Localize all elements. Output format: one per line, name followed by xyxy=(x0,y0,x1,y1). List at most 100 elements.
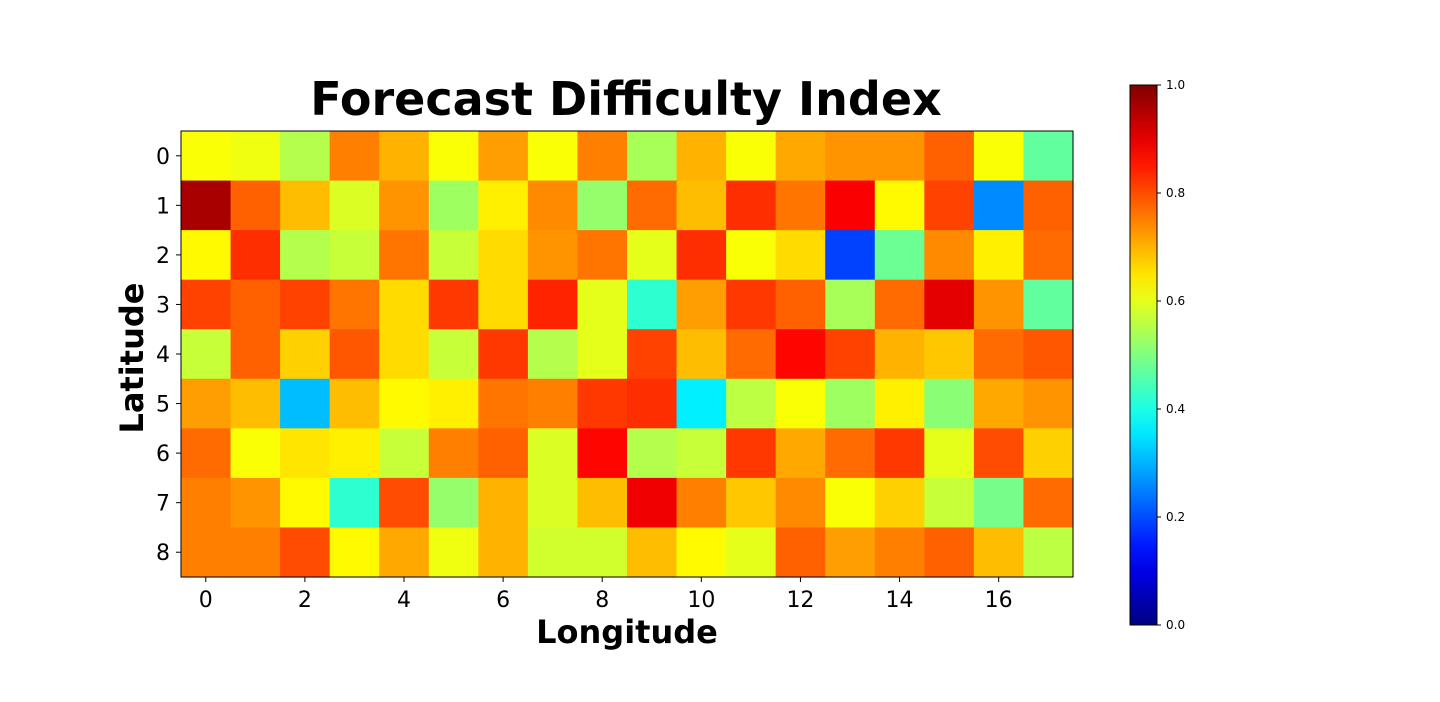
heatmap-cell xyxy=(924,230,975,281)
heatmap-cell xyxy=(478,279,529,330)
heatmap-cell xyxy=(181,428,232,479)
heatmap-cell xyxy=(775,527,826,578)
heatmap-cell xyxy=(577,279,628,330)
heatmap-cell xyxy=(1023,180,1074,231)
y-axis-ticks: 0 1 2 3 4 5 6 7 8 xyxy=(156,145,181,566)
heatmap-cell xyxy=(230,527,281,578)
heatmap-cell xyxy=(726,279,777,330)
heatmap-cell xyxy=(577,329,628,380)
heatmap-cell xyxy=(329,131,380,182)
heatmap-cell xyxy=(527,378,579,429)
heatmap-cell xyxy=(230,477,281,529)
heatmap-cell xyxy=(825,230,876,281)
heatmap-cell xyxy=(973,527,1025,578)
heatmap-cell xyxy=(627,279,678,330)
heatmap-cell xyxy=(527,279,579,330)
heatmap-cell xyxy=(676,329,727,380)
x-tick-label: 8 xyxy=(595,588,609,613)
x-tick-label: 0 xyxy=(199,588,213,613)
heatmap-cell xyxy=(478,230,529,281)
heatmap-cell xyxy=(181,378,232,429)
heatmap-cell xyxy=(181,329,232,380)
heatmap-cell xyxy=(280,180,331,231)
heatmap-cell xyxy=(280,378,331,429)
x-tick-label: 16 xyxy=(985,588,1013,613)
heatmap-cell xyxy=(726,527,777,578)
heatmap-cell xyxy=(726,131,777,182)
colorbar-ticks: 0.0 0.2 0.4 0.6 0.8 1.0 xyxy=(1157,78,1185,632)
heatmap-cell xyxy=(676,180,727,231)
heatmap-cell xyxy=(924,329,975,380)
y-tick-label: 4 xyxy=(156,343,170,368)
heatmap-cell xyxy=(627,428,678,479)
heatmap-cell xyxy=(280,428,331,479)
heatmap-cell xyxy=(379,477,430,529)
heatmap-cell xyxy=(527,230,579,281)
heatmap-cell xyxy=(874,230,925,281)
heatmap-cell xyxy=(1023,428,1074,479)
heatmap-cell xyxy=(280,131,331,182)
x-tick-label: 2 xyxy=(298,588,312,613)
x-tick-label: 12 xyxy=(786,588,814,613)
heatmap-cell xyxy=(230,428,281,479)
heatmap-cell xyxy=(825,279,876,330)
heatmap-cell xyxy=(230,329,281,380)
heatmap-cell xyxy=(676,527,727,578)
heatmap-cell xyxy=(775,279,826,330)
heatmap-cell xyxy=(478,477,529,529)
heatmap-cell xyxy=(1023,329,1074,380)
colorbar-tick-label: 0.6 xyxy=(1166,294,1185,308)
heatmap-cell xyxy=(627,477,678,529)
y-tick-label: 8 xyxy=(156,541,170,566)
heatmap-cell xyxy=(973,131,1025,182)
heatmap-cell xyxy=(577,230,628,281)
heatmap-cell xyxy=(527,428,579,479)
colorbar-tick-label: 1.0 xyxy=(1166,78,1185,92)
heatmap-cell xyxy=(1023,279,1074,330)
heatmap-cell xyxy=(230,131,281,182)
heatmap-cell xyxy=(329,230,380,281)
heatmap-cell xyxy=(627,180,678,231)
heatmap-cell xyxy=(726,180,777,231)
heatmap-cell xyxy=(329,329,380,380)
heatmap-cell xyxy=(825,477,876,529)
heatmap-cell xyxy=(329,180,380,231)
heatmap-cell xyxy=(825,527,876,578)
heatmap-cell xyxy=(627,230,678,281)
heatmap-cell xyxy=(1023,131,1074,182)
heatmap-cell xyxy=(676,131,727,182)
heatmap-cell xyxy=(726,378,777,429)
colorbar-tick-label: 0.2 xyxy=(1166,510,1185,524)
heatmap-cell xyxy=(825,428,876,479)
heatmap-cell xyxy=(973,477,1025,529)
heatmap-cell xyxy=(428,428,479,479)
heatmap-cell xyxy=(428,279,479,330)
heatmap-cell xyxy=(973,279,1025,330)
heatmap-cell xyxy=(379,180,430,231)
heatmap-cell xyxy=(379,378,430,429)
heatmap-cell xyxy=(627,378,678,429)
heatmap-cell xyxy=(874,378,925,429)
heatmap-cell xyxy=(230,230,281,281)
heatmap-cell xyxy=(428,230,479,281)
heatmap-cell xyxy=(527,477,579,529)
heatmap-cell xyxy=(825,378,876,429)
heatmap-cell xyxy=(329,279,380,330)
x-tick-label: 4 xyxy=(397,588,411,613)
heatmap-cell xyxy=(230,378,281,429)
heatmap-cell xyxy=(329,378,380,429)
heatmap-cell xyxy=(973,180,1025,231)
heatmap-cell xyxy=(726,230,777,281)
heatmap-cell xyxy=(280,230,331,281)
heatmap-cell xyxy=(280,329,331,380)
heatmap-cell xyxy=(973,230,1025,281)
heatmap-cell xyxy=(577,477,628,529)
x-tick-label: 6 xyxy=(496,588,510,613)
x-axis-title: Longitude xyxy=(536,613,718,651)
x-axis-ticks: 0 2 4 6 8 10 12 14 16 xyxy=(199,577,1013,613)
heatmap-cell xyxy=(428,180,479,231)
colorbar-tick-label: 0.0 xyxy=(1166,618,1185,632)
heatmap-cell xyxy=(428,477,479,529)
